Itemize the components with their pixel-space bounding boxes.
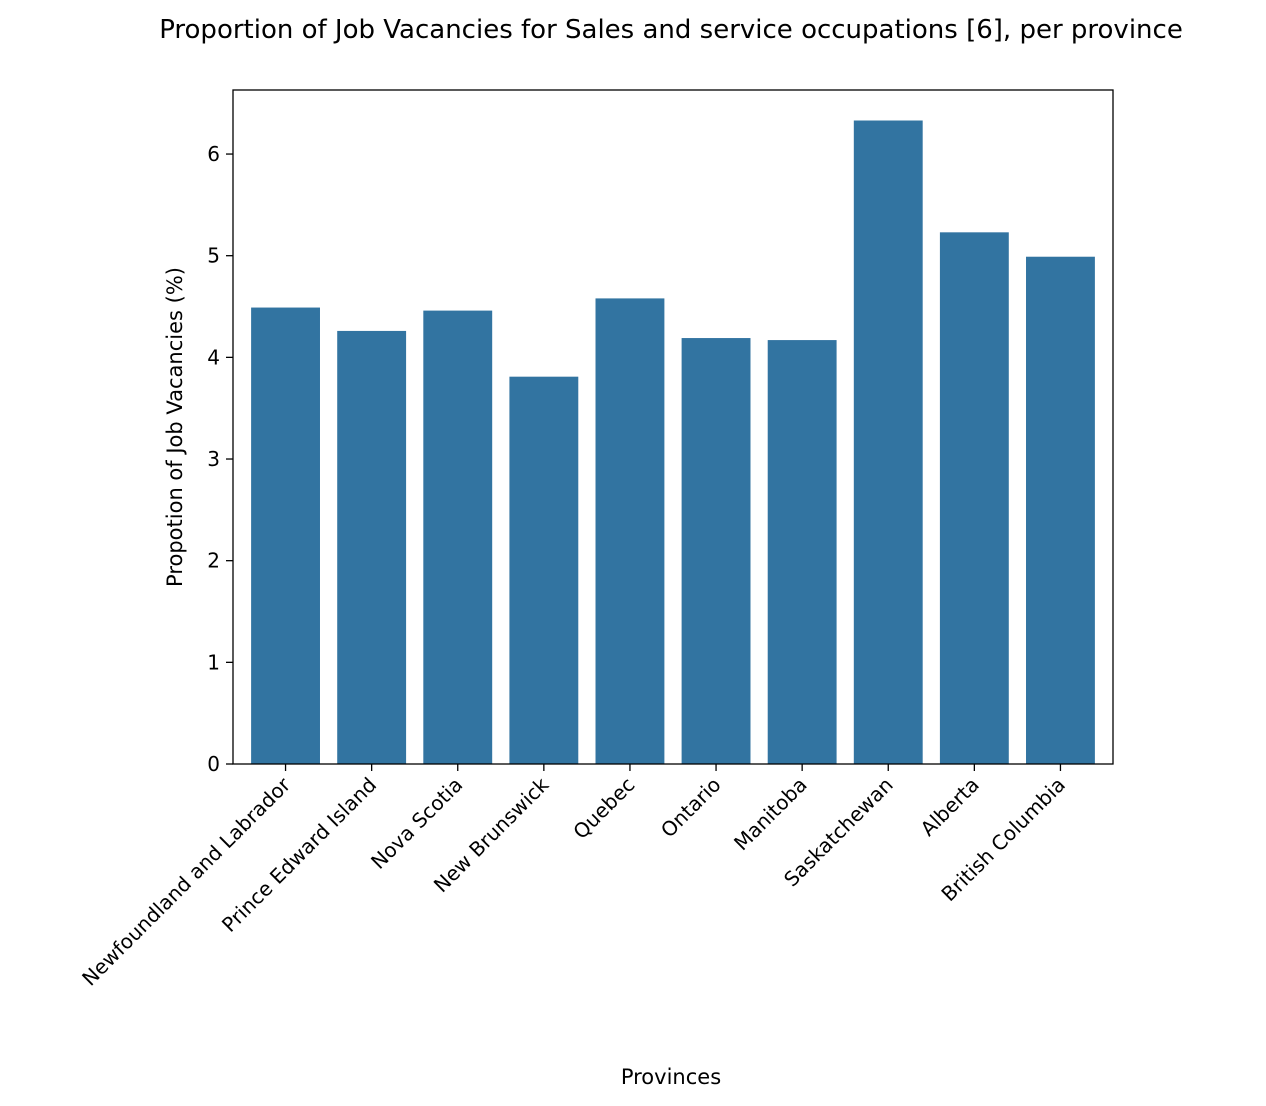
y-tick-label: 4: [207, 345, 220, 369]
bar-british-columbia: [1026, 256, 1095, 764]
y-axis: 0 1 2 3 4 5 6: [207, 142, 233, 776]
bars-layer: [251, 120, 1095, 764]
bar-newfoundland-and-labrador: [251, 307, 320, 764]
y-tick-label: 0: [207, 752, 220, 776]
y-tick-label: 2: [207, 549, 220, 573]
bar-alberta: [939, 232, 1009, 764]
x-tick-label: Prince Edward Island: [217, 773, 381, 937]
bar-nova-scotia: [423, 310, 493, 764]
x-tick-label: Quebec: [568, 773, 639, 844]
y-tick-label: 6: [207, 142, 220, 166]
x-tick-label: Ontario: [656, 773, 726, 843]
y-tick-label: 3: [207, 447, 220, 471]
bar-manitoba: [767, 340, 837, 764]
y-tick-label: 1: [207, 650, 220, 674]
bar-prince-edward-island: [337, 330, 407, 764]
chart-title: Proportion of Job Vacancies for Sales an…: [159, 15, 1183, 45]
bar-quebec: [595, 298, 665, 764]
plot-frame: [232, 89, 1114, 765]
x-axis-label: Provinces: [621, 1065, 721, 1089]
x-tick-label: Alberta: [916, 773, 984, 841]
bar-saskatchewan: [853, 120, 923, 764]
y-tick-label: 5: [207, 244, 220, 268]
bar-new-brunswick: [509, 376, 579, 764]
y-axis-label: Propotion of Job Vacancies (%): [163, 267, 187, 587]
x-tick-label: Manitoba: [729, 773, 812, 856]
bar-ontario: [681, 338, 751, 764]
